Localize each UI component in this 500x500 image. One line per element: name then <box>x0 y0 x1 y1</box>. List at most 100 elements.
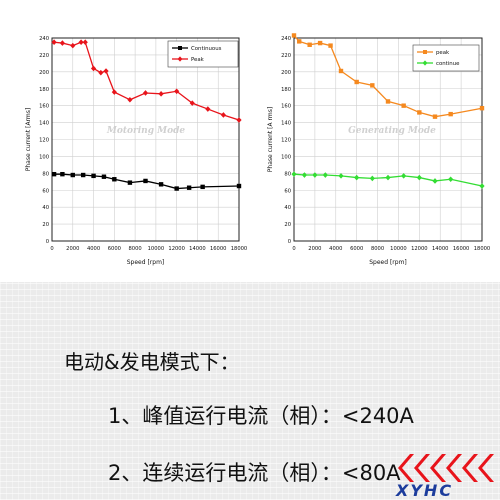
x-tick-label: 14000 <box>432 246 449 252</box>
legend-box <box>412 44 480 72</box>
x-tick-label: 12000 <box>411 246 428 252</box>
legend-label: Continuous <box>191 46 222 52</box>
chart-2: Generating Mode 0 20 40 60 80 100 120 140 160 180 2… <box>267 33 490 266</box>
data-point <box>291 33 297 38</box>
y-axis-label: Phase current [A rms] <box>267 107 274 172</box>
data-point <box>417 110 422 115</box>
y-tick-label: 0 <box>288 239 291 245</box>
x-tick-label: 10000 <box>148 246 165 252</box>
data-point <box>236 117 242 123</box>
y-tick-label: 80 <box>42 171 49 177</box>
data-point <box>301 172 308 178</box>
data-point <box>338 68 344 74</box>
legend-box <box>167 40 239 68</box>
plot-frame <box>293 37 483 242</box>
data-point <box>91 173 96 179</box>
data-point <box>142 90 149 96</box>
chart-watermark: Generating Mode <box>348 126 436 136</box>
legend-marker <box>178 46 182 50</box>
x-tick-label: 8000 <box>129 246 142 252</box>
data-point <box>401 103 406 108</box>
data-point <box>112 177 117 182</box>
data-point <box>448 111 453 117</box>
chart-1: Motoring Mode 0 20 40 60 80 100 120 140 160 180 200… <box>25 36 247 266</box>
x-tick-label: 16000 <box>453 246 470 252</box>
y-tick-label: 40 <box>42 205 49 211</box>
data-point <box>370 83 375 88</box>
data-point <box>158 91 164 97</box>
plot-frame <box>51 37 240 242</box>
y-tick-label: 80 <box>284 171 291 177</box>
charts-canvas: Motoring Mode020406080100120140160180200… <box>25 33 490 266</box>
data-point <box>174 88 180 95</box>
x-tick-label: 16000 <box>210 246 227 252</box>
y-tick-label: 120 <box>281 138 291 144</box>
data-point <box>174 186 179 191</box>
y-tick-label: 180 <box>281 87 291 93</box>
y-tick-label: 180 <box>39 87 49 93</box>
y-tick-label: 100 <box>39 154 49 160</box>
data-point <box>401 173 407 179</box>
data-point <box>317 40 323 46</box>
y-axis-label: Phase current [Arms] <box>25 108 32 172</box>
y-tick-label: 160 <box>281 104 291 110</box>
y-tick-label: 200 <box>281 70 291 76</box>
data-point <box>70 172 75 178</box>
y-tick-label: 40 <box>284 205 291 211</box>
x-tick-label: 4000 <box>329 246 342 252</box>
data-point <box>143 178 148 184</box>
y-tick-label: 140 <box>39 121 49 127</box>
y-tick-label: 120 <box>39 138 49 144</box>
y-tick-label: 200 <box>39 70 49 76</box>
y-tick-label: 60 <box>284 188 291 194</box>
x-tick-label: 8000 <box>371 246 384 252</box>
data-point <box>70 42 76 49</box>
data-point <box>338 173 344 179</box>
y-tick-label: 60 <box>42 188 49 194</box>
data-point <box>432 178 438 184</box>
chart-watermark: Motoring Mode <box>106 126 186 136</box>
caption-heading: 电动&发电模式下： <box>64 350 240 374</box>
data-point <box>127 96 133 103</box>
y-tick-label: 20 <box>42 222 49 228</box>
data-point <box>354 79 359 85</box>
data-point <box>186 185 192 190</box>
y-tick-label: 20 <box>284 222 291 228</box>
data-point <box>127 180 133 185</box>
logo-text: XYHC <box>396 481 454 500</box>
y-tick-label: 240 <box>281 36 291 42</box>
legend-marker <box>177 56 183 62</box>
data-point <box>98 69 104 76</box>
data-point <box>369 175 375 182</box>
y-tick-label: 160 <box>39 104 49 110</box>
y-tick-label: 0 <box>46 239 49 245</box>
data-point <box>432 114 438 119</box>
caption-peak-current: 1、峰值运行电流（相）：<240A <box>108 404 414 428</box>
data-point <box>385 99 391 104</box>
legend-label: peak <box>436 50 450 56</box>
logo-chevrons-icon <box>398 454 494 482</box>
data-point <box>205 106 211 112</box>
data-point <box>312 172 318 178</box>
data-point <box>479 183 485 189</box>
x-tick-label: 0 <box>50 246 53 252</box>
y-tick-label: 220 <box>281 53 291 59</box>
data-point <box>101 174 107 179</box>
data-point <box>236 183 242 189</box>
y-tick-label: 100 <box>281 154 291 160</box>
data-point <box>60 171 65 177</box>
caption-continuous-current: 2、连续运行电流（相）：<80A <box>108 461 401 485</box>
data-point <box>111 89 117 95</box>
data-point <box>59 40 65 46</box>
data-point <box>189 100 195 106</box>
x-axis-label: Speed [rpm] <box>127 259 165 266</box>
x-tick-label: 0 <box>292 246 295 252</box>
data-point <box>82 39 88 46</box>
x-tick-label: 6000 <box>108 246 121 252</box>
data-point <box>385 174 391 181</box>
x-tick-label: 18000 <box>474 246 491 252</box>
data-point <box>297 39 302 44</box>
y-tick-label: 140 <box>281 121 291 127</box>
data-point <box>80 172 86 178</box>
legend-marker <box>423 50 427 54</box>
